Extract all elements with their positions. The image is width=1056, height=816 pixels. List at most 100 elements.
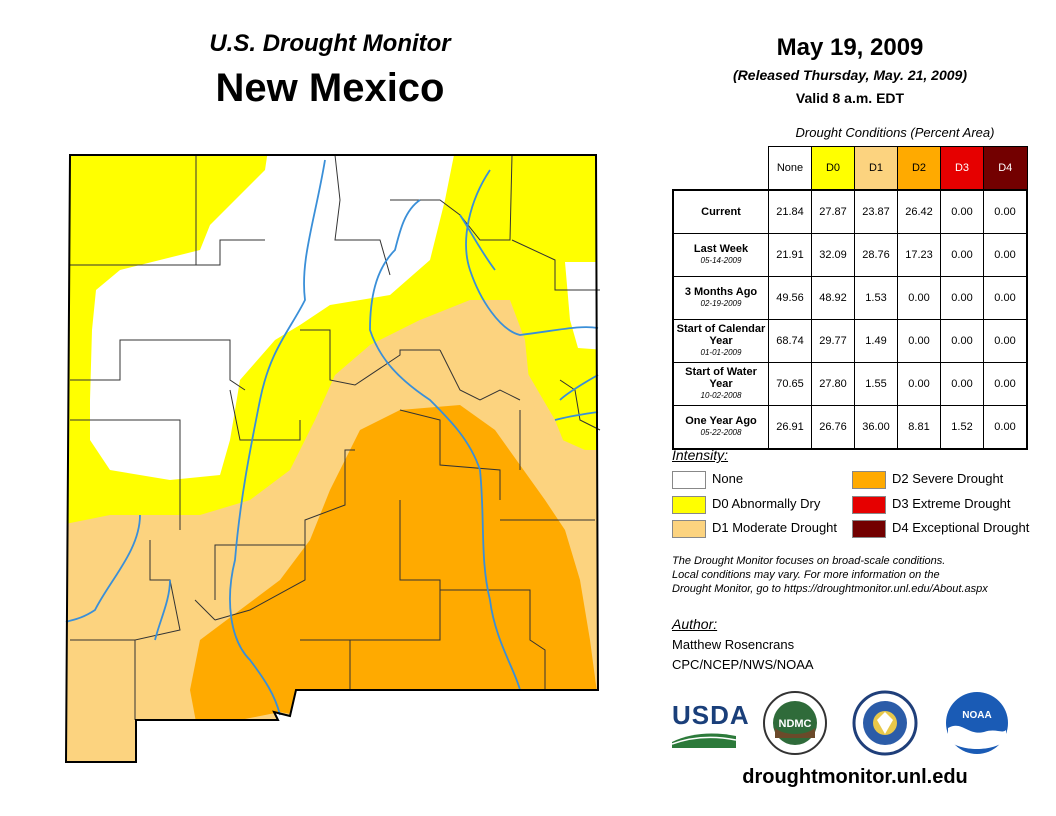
noaa-logo-text: NOAA [962, 710, 991, 721]
row-label-text: 3 Months Ago [684, 285, 758, 298]
table-cell: 70.65 [768, 361, 812, 406]
d2-region [190, 405, 598, 722]
table-row: Last Week 05-14-2009 21.91 32.09 28.76 17.23 0… [672, 232, 1028, 277]
table-cell: 68.74 [768, 318, 812, 363]
note-line-1: The Drought Monitor focuses on broad-sca… [672, 555, 946, 567]
legend-swatch [672, 471, 706, 489]
row-label-text: Start of Water Year [685, 365, 757, 390]
table-cell: 28.76 [854, 232, 898, 277]
table-cell: 0.00 [983, 275, 1028, 320]
col-header-d0: D0 [811, 146, 855, 190]
note-line-2: Local conditions may vary. For more info… [672, 569, 940, 581]
none-region-west [90, 155, 455, 480]
table-row: Current 21.84 27.87 23.87 26.42 0.00 0.00 [672, 188, 1028, 234]
row-label-text: One Year Ago [685, 414, 757, 427]
usda-logo-swoosh [672, 733, 736, 748]
legend-swatch [852, 471, 886, 489]
legend-swatch [852, 496, 886, 514]
table-row: 3 Months Ago 02-19-2009 49.56 48.92 1.53 0.00… [672, 275, 1028, 320]
row-label-text: Current [701, 205, 741, 218]
row-label: Start of Calendar Year 01-01-2009 [672, 318, 769, 363]
map-title: New Mexico [215, 66, 445, 110]
table-cell: 36.00 [854, 404, 898, 450]
author-heading: Author: [672, 616, 718, 632]
col-header-d3: D3 [940, 146, 984, 190]
ndmc-logo-text: NDMC [779, 718, 812, 730]
table-cell: 0.00 [983, 318, 1028, 363]
disclaimer-note: The Drought Monitor focuses on broad-sca… [672, 554, 1042, 596]
table-cell: 26.91 [768, 404, 812, 450]
commerce-seal-logo [852, 690, 918, 756]
d1-region-east [360, 300, 598, 480]
row-label-date: 02-19-2009 [700, 298, 742, 308]
table-cell: 0.00 [940, 361, 984, 406]
table-cell: 0.00 [983, 232, 1028, 277]
map-subtitle: U.S. Drought Monitor [209, 30, 451, 57]
table-cell: 0.00 [897, 275, 941, 320]
legend-swatch [852, 520, 886, 538]
row-label-date: 05-14-2009 [700, 255, 742, 265]
table-cell: 49.56 [768, 275, 812, 320]
table-row: Start of Water Year 10-02-2008 70.65 27.80 1… [672, 361, 1028, 406]
row-label-date: 10-02-2008 [700, 390, 742, 400]
table-cell: 1.53 [854, 275, 898, 320]
table-caption: Drought Conditions (Percent Area) [795, 125, 995, 140]
table-cell: 26.76 [811, 404, 855, 450]
release-date: (Released Thursday, May. 21, 2009) [733, 67, 967, 83]
note-line-3: Drought Monitor, go to https://droughtmo… [672, 583, 988, 595]
state-outline [64, 154, 600, 763]
row-label: Last Week 05-14-2009 [672, 232, 769, 277]
table-cell: 0.00 [940, 188, 984, 234]
row-label: Current [672, 188, 769, 234]
col-header-d1: D1 [854, 146, 898, 190]
row-label: Start of Water Year 10-02-2008 [672, 361, 769, 406]
drought-conditions-table: None D0 D1 D2 D3 D4 Current 21.84 27.87 23.… [672, 146, 1028, 450]
ndmc-logo: NDMC [763, 691, 827, 755]
table-cell: 0.00 [940, 232, 984, 277]
table-cell: 27.87 [811, 188, 855, 234]
table-cell: 32.09 [811, 232, 855, 277]
website-url: droughtmonitor.unl.edu [742, 766, 968, 788]
legend-swatch [672, 496, 706, 514]
table-cell: 23.87 [854, 188, 898, 234]
table-row: One Year Ago 05-22-2008 26.91 26.76 36.00 8.8… [672, 404, 1028, 450]
usda-logo: USDA [672, 700, 750, 730]
table-cell: 29.77 [811, 318, 855, 363]
author-org: CPC/NCEP/NWS/NOAA [672, 657, 814, 672]
col-header-d2: D2 [897, 146, 941, 190]
table-cell: 1.55 [854, 361, 898, 406]
table-row: Start of Calendar Year 01-01-2009 68.74 29.… [672, 318, 1028, 363]
row-label: One Year Ago 05-22-2008 [672, 404, 769, 450]
table-cell: 0.00 [897, 361, 941, 406]
table-cell: 0.00 [983, 361, 1028, 406]
table-cell: 0.00 [983, 404, 1028, 450]
table-cell: 0.00 [940, 318, 984, 363]
row-label-date: 01-01-2009 [700, 347, 742, 357]
table-cell: 48.92 [811, 275, 855, 320]
table-cell: 0.00 [940, 275, 984, 320]
table-cell: 8.81 [897, 404, 941, 450]
table-cell: 1.52 [940, 404, 984, 450]
table-cell: 0.00 [983, 188, 1028, 234]
row-label-text: Last Week [693, 242, 749, 255]
table-cell: 26.42 [897, 188, 941, 234]
rivers [65, 159, 599, 716]
row-label-date: 05-22-2008 [700, 427, 742, 437]
row-label-text: Start of Calendar Year [676, 322, 766, 347]
table-cell: 1.49 [854, 318, 898, 363]
valid-time: Valid 8 a.m. EDT [795, 90, 905, 106]
noaa-logo: NOAA [946, 692, 1008, 754]
table-cell: 21.84 [768, 188, 812, 234]
row-label: 3 Months Ago 02-19-2009 [672, 275, 769, 320]
table-header-row: None D0 D1 D2 D3 D4 [673, 146, 1028, 190]
table-cell: 17.23 [897, 232, 941, 277]
table-cell: 0.00 [897, 318, 941, 363]
county-lines [70, 154, 601, 720]
table-cell: 21.91 [768, 232, 812, 277]
author-name: Matthew Rosencrans [672, 637, 795, 652]
legend-title: Intensity: [672, 447, 729, 463]
new-mexico-drought-map [64, 154, 601, 763]
table-cell: 27.80 [811, 361, 855, 406]
legend-swatch [672, 520, 706, 538]
map-date: May 19, 2009 [776, 34, 924, 61]
